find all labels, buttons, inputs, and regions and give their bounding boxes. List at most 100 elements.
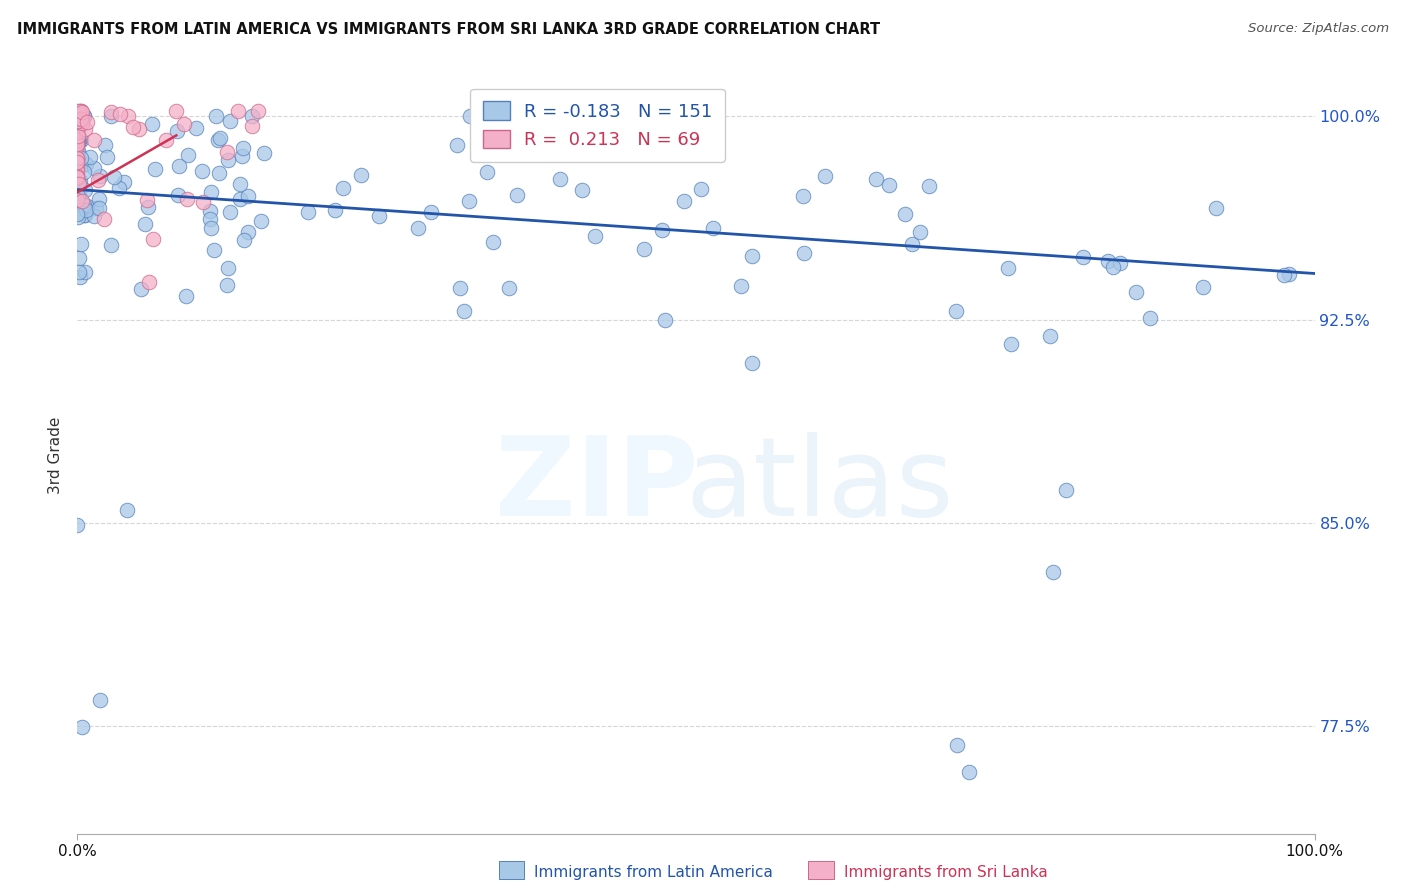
Point [69, 114, 91, 128]
Point [79, 150, 101, 164]
Point [70, 114, 93, 128]
Point [73, 208, 96, 222]
Point [1192, 280, 1215, 294]
Point [100, 110, 122, 124]
Point [240, 110, 263, 124]
Point [94, 137, 117, 152]
Point [297, 205, 319, 219]
Point [66, 133, 89, 147]
Point [730, 279, 752, 293]
Point [231, 149, 253, 163]
Point [583, 228, 606, 243]
Bar [808, 861, 834, 879]
Point [103, 170, 125, 185]
Point [66, 106, 89, 120]
Point [128, 122, 150, 136]
Point [66, 139, 89, 153]
Point [67, 112, 90, 127]
Point [66, 103, 89, 118]
Point [66, 145, 89, 160]
Point [865, 172, 887, 186]
Point [219, 114, 242, 128]
Point [66, 161, 89, 176]
Point [498, 281, 520, 295]
Point [66, 122, 89, 136]
Point [250, 214, 273, 228]
Text: IMMIGRANTS FROM LATIN AMERICA VS IMMIGRANTS FROM SRI LANKA 3RD GRADE CORRELATION: IMMIGRANTS FROM LATIN AMERICA VS IMMIGRA… [17, 22, 880, 37]
Point [1278, 267, 1301, 281]
Point [66, 131, 89, 145]
Point [66, 124, 89, 138]
Point [66, 106, 89, 120]
Point [96, 150, 118, 164]
Point [66, 113, 89, 128]
Point [1109, 256, 1132, 270]
Point [73, 208, 96, 222]
Point [792, 189, 814, 203]
Point [202, 243, 225, 257]
Text: Source: ZipAtlas.com: Source: ZipAtlas.com [1249, 22, 1389, 36]
Point [793, 246, 815, 260]
Point [672, 194, 695, 208]
Point [945, 303, 967, 318]
Point [1054, 483, 1077, 498]
Point [66, 201, 89, 215]
Point [66, 120, 89, 135]
Point [70, 110, 93, 124]
Point [66, 144, 89, 158]
Point [217, 153, 239, 167]
Point [112, 175, 135, 189]
Point [651, 223, 673, 237]
Point [66, 153, 89, 167]
Point [208, 131, 231, 145]
Point [232, 233, 254, 247]
Point [253, 145, 276, 160]
Point [136, 200, 159, 214]
Point [73, 165, 96, 179]
Point [66, 111, 89, 125]
Point [89, 201, 111, 215]
Point [229, 192, 252, 206]
Point [66, 157, 89, 171]
Point [143, 161, 166, 176]
Point [1097, 253, 1119, 268]
Point [69, 103, 91, 118]
Point [550, 172, 572, 186]
Point [813, 169, 835, 183]
Point [482, 235, 505, 249]
Point [70, 105, 93, 120]
Point [997, 261, 1019, 276]
Point [453, 304, 475, 318]
Point [67, 189, 90, 203]
Point [84, 202, 107, 216]
Point [1272, 268, 1295, 282]
Point [702, 221, 724, 235]
Point [236, 188, 259, 202]
Point [323, 203, 346, 218]
Point [73, 121, 96, 136]
Point [457, 194, 479, 208]
Point [205, 110, 228, 124]
Point [166, 124, 188, 138]
Point [176, 192, 198, 206]
Point [83, 161, 105, 175]
Point [115, 503, 138, 517]
Point [918, 179, 941, 194]
Point [200, 221, 222, 235]
Point [69, 110, 91, 124]
Point [66, 210, 89, 224]
Point [129, 282, 152, 296]
Point [420, 205, 443, 219]
Point [108, 107, 131, 121]
Y-axis label: 3rd Grade: 3rd Grade [48, 417, 63, 493]
Point [67, 177, 90, 191]
Point [67, 251, 90, 265]
Point [83, 209, 105, 223]
Point [69, 151, 91, 165]
Point [208, 166, 231, 180]
Point [477, 165, 499, 179]
Point [67, 125, 90, 139]
Point [191, 195, 214, 210]
Point [66, 207, 89, 221]
Point [741, 356, 763, 370]
